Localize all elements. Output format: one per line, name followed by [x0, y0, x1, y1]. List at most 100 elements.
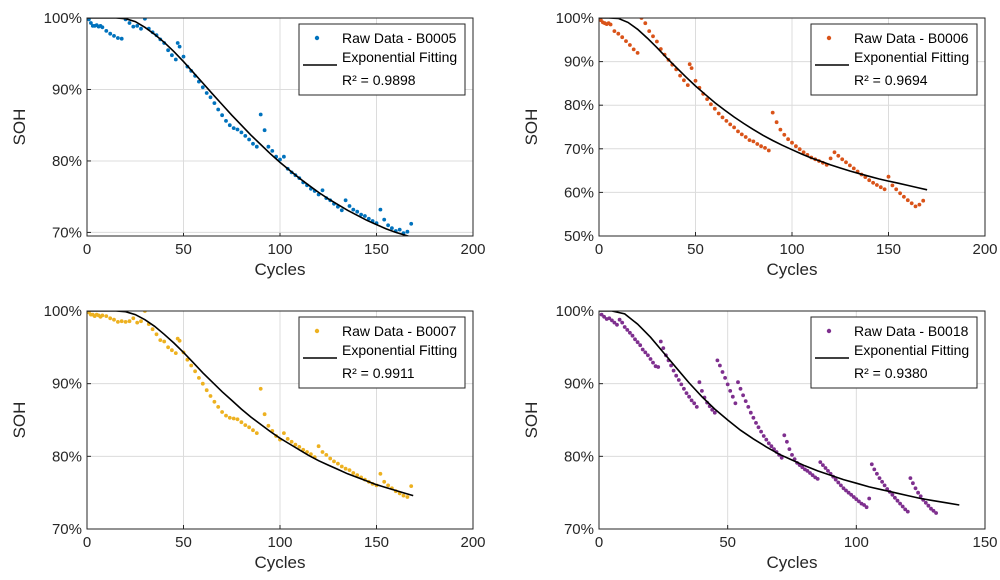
data-point — [756, 425, 761, 430]
data-point — [189, 363, 194, 368]
data-point — [880, 479, 884, 484]
x-axis-label: Cycles — [766, 260, 817, 279]
data-point — [170, 348, 174, 353]
legend-box — [298, 316, 466, 389]
data-point — [898, 191, 902, 196]
data-point — [162, 339, 167, 344]
x-tick-label: 200 — [972, 241, 997, 258]
data-point — [839, 483, 843, 488]
data-point — [894, 187, 899, 192]
data-point — [100, 313, 105, 318]
data-point — [243, 423, 248, 427]
x-tick-label: 0 — [595, 534, 603, 551]
data-point — [405, 495, 410, 499]
axes-box — [86, 310, 474, 530]
data-point — [801, 150, 806, 155]
data-point — [355, 473, 360, 478]
legend-box — [298, 23, 466, 96]
y-tick-label: 70% — [564, 521, 594, 538]
data-point — [867, 496, 872, 501]
data-point — [739, 132, 744, 137]
data-point — [751, 415, 756, 420]
data-point — [766, 148, 771, 153]
data-point — [715, 358, 720, 363]
data-point — [139, 319, 143, 324]
data-point — [247, 137, 252, 142]
data-point — [309, 452, 313, 457]
data-point — [682, 386, 686, 391]
y-axis-label: SOH — [10, 109, 29, 146]
data-point — [844, 160, 848, 165]
data-point — [181, 54, 186, 59]
legend: Raw Data - B0005 Exponential Fitting R² = … — [298, 23, 466, 96]
data-point — [320, 188, 325, 193]
data-point — [724, 119, 729, 123]
data-point — [200, 85, 205, 90]
data-point — [730, 394, 735, 399]
data-point — [135, 24, 140, 28]
x-tick-label: 50 — [175, 241, 192, 258]
data-point — [617, 317, 622, 322]
data-point — [905, 509, 910, 514]
data-point — [224, 119, 228, 123]
x-tick-label: 0 — [83, 534, 91, 551]
data-point — [716, 111, 721, 116]
data-point — [615, 322, 619, 327]
data-point — [320, 450, 325, 454]
data-point — [748, 410, 753, 415]
data-point — [882, 187, 887, 192]
data-point — [200, 381, 205, 386]
data-point — [216, 107, 221, 112]
data-point — [104, 314, 109, 318]
data-point — [602, 314, 606, 319]
fit-curve — [599, 18, 928, 191]
data-point — [216, 405, 221, 409]
y-tick-label: 70% — [52, 224, 82, 241]
data-point — [790, 140, 794, 145]
data-point — [239, 130, 244, 135]
x-tick-label: 0 — [83, 241, 91, 258]
data-point — [173, 351, 178, 355]
data-point — [154, 332, 159, 337]
data-point — [754, 421, 758, 425]
data-point — [409, 484, 414, 488]
data-point — [774, 120, 779, 125]
axes-box — [86, 17, 474, 237]
data-point — [851, 495, 856, 499]
data-point — [931, 508, 936, 513]
data-point — [890, 492, 895, 497]
data-point — [833, 477, 838, 482]
data-point — [616, 31, 621, 36]
data-point — [875, 183, 879, 187]
data-point — [235, 127, 240, 132]
data-point — [849, 492, 854, 497]
data-point — [911, 481, 915, 486]
data-point — [390, 226, 394, 231]
data-point — [243, 134, 248, 138]
data-point — [359, 212, 363, 217]
data-point — [821, 463, 825, 467]
x-tick-label: 100 — [267, 241, 292, 258]
data-point — [258, 386, 263, 391]
data-point — [908, 476, 913, 480]
data-point — [366, 216, 371, 221]
data-point — [736, 380, 740, 385]
data-point — [682, 78, 686, 83]
data-point — [208, 394, 213, 398]
data-point — [127, 319, 132, 324]
data-point — [363, 214, 367, 218]
y-tick-label: 70% — [564, 141, 594, 158]
data-point — [779, 455, 784, 460]
y-tick-label: 50% — [564, 228, 594, 245]
data-point — [343, 466, 348, 471]
y-tick-label: 80% — [52, 153, 82, 170]
data-point — [405, 229, 410, 234]
data-point — [846, 490, 851, 495]
data-point — [635, 51, 640, 55]
x-tick-label: 150 — [972, 534, 997, 551]
data-point — [923, 500, 928, 505]
y-tick-label: 80% — [564, 448, 594, 465]
data-point — [755, 142, 760, 146]
data-point — [635, 340, 640, 345]
data-point — [736, 129, 740, 134]
